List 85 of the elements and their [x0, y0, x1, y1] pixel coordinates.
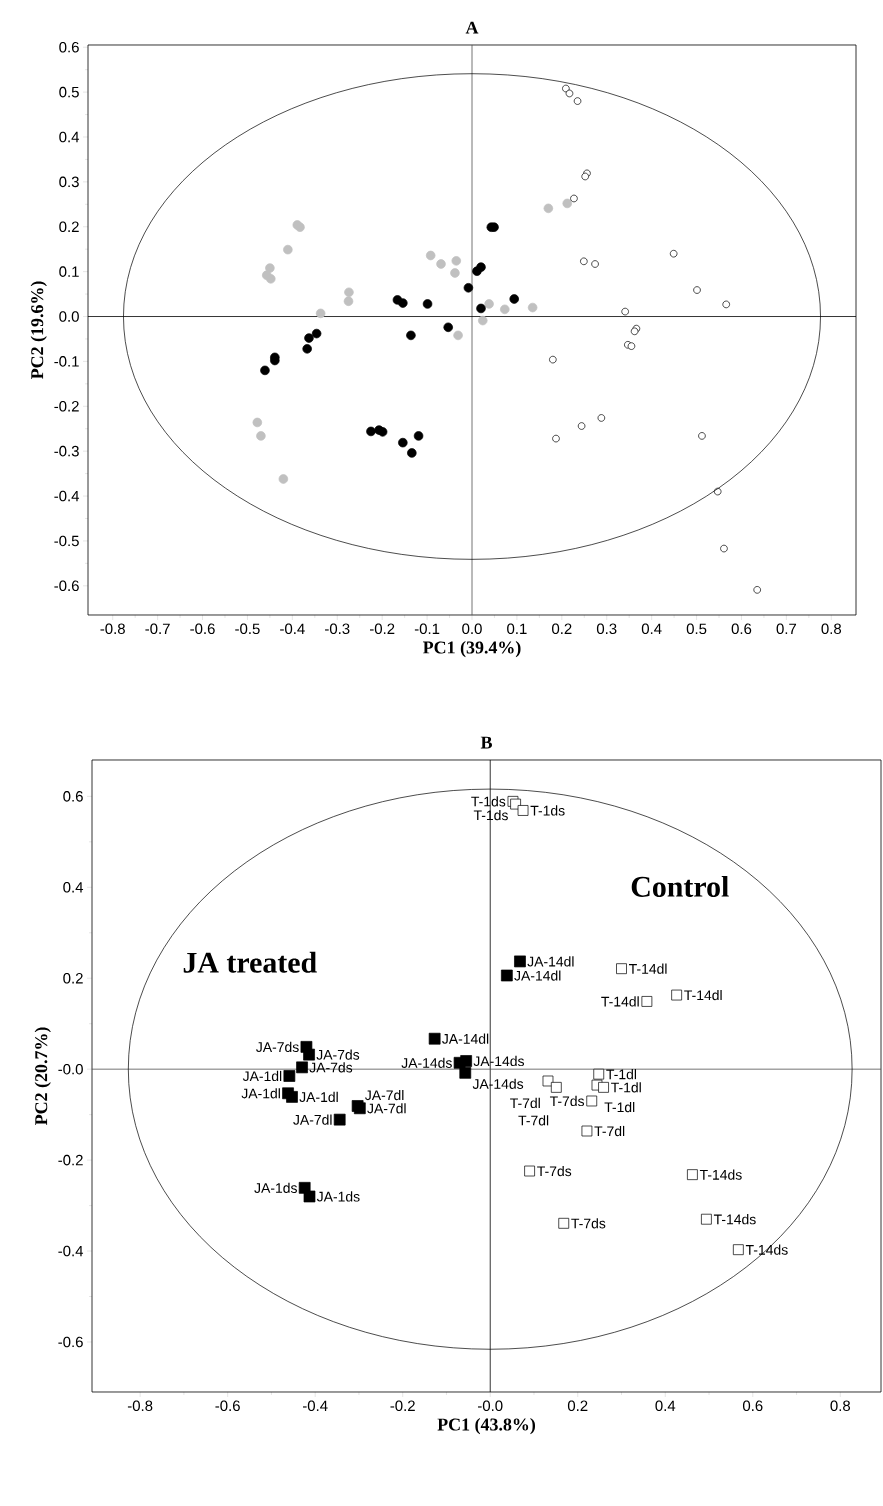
y-tick-label: 0.2 [59, 221, 79, 233]
annotation: JA-7dl [293, 1114, 332, 1125]
annotation: T-14ds [713, 1214, 756, 1225]
annotation: T-14dl [684, 989, 722, 1001]
annotation: T-7dl [518, 1115, 549, 1126]
x-tick-label: 0.2 [567, 1400, 588, 1412]
x-tick-label: 0.0 [462, 623, 482, 635]
y-tick-label: -0.6 [54, 580, 79, 592]
x-tick-label: 0.2 [552, 623, 572, 635]
y-axis-title: PC2 (19.6%) [30, 281, 47, 379]
x-tick-label: -0.2 [390, 1400, 415, 1412]
chart-title: A [465, 21, 479, 34]
x-tick-label: 0.3 [596, 623, 617, 635]
y-tick-label: -0.2 [58, 1154, 83, 1166]
x-tick-label: -0.1 [414, 623, 440, 635]
annotation: T-7ds [549, 1095, 585, 1107]
annotation: JA-7ds [316, 1049, 360, 1060]
annotation: JA-14dl [442, 1033, 489, 1044]
y-tick-label: 0.3 [59, 176, 79, 188]
y-tick-label: 0.4 [63, 882, 84, 893]
annotation: T-14dl [629, 963, 667, 974]
y-tick-label: -0.0 [58, 1063, 83, 1075]
annotation: T-7ds [571, 1218, 606, 1229]
y-tick-label: -0.4 [58, 1245, 84, 1257]
x-tick-label: -0.6 [190, 623, 215, 635]
x-tick-label: -0.8 [127, 1400, 153, 1412]
annotation: JA-7ds [309, 1062, 353, 1073]
x-tick-label: 0.4 [655, 1400, 676, 1412]
annotation: T-14ds [699, 1169, 742, 1180]
y-tick-label: 0.6 [63, 791, 83, 802]
x-tick-label: -0.4 [280, 623, 305, 635]
annotation: JA-7dl [365, 1089, 404, 1101]
x-tick-label: 0.6 [742, 1400, 763, 1412]
annotation: JA-1ds [254, 1182, 297, 1193]
annotation: T-7dl [594, 1125, 625, 1137]
annotation: T-7dl [510, 1097, 540, 1109]
x-tick-label: -0.7 [145, 623, 170, 635]
y-tick-label: -0.1 [54, 356, 79, 367]
annotation: T-14dl [601, 996, 639, 1007]
annotation: T-1dl [611, 1082, 641, 1093]
annotation: JA-1dl [299, 1091, 338, 1103]
annotation: T-1dl [604, 1101, 635, 1113]
x-tick-label: 0.1 [507, 623, 527, 635]
annotation: T-14ds [745, 1244, 788, 1255]
annotation: JA-7ds [256, 1041, 299, 1053]
y-tick-label: -0.5 [54, 535, 79, 547]
x-tick-label: -0.0 [478, 1400, 503, 1412]
y-tick-label: 0.4 [59, 131, 80, 143]
y-tick-label: 0.1 [59, 266, 79, 277]
y-tick-label: -0.6 [58, 1336, 83, 1348]
x-tick-label: 0.5 [686, 623, 707, 635]
x-tick-label: 0.7 [776, 623, 797, 635]
annotation: T-1ds [530, 805, 565, 816]
x-tick-label: 0.4 [641, 623, 662, 635]
x-axis-title: PC1 (39.4%) [423, 640, 521, 658]
x-tick-label: 0.6 [731, 623, 752, 635]
x-tick-label: -0.2 [369, 623, 395, 635]
annotation: T-7ds [537, 1165, 572, 1177]
annotation: JA-14dl [527, 956, 574, 967]
x-tick-label: -0.5 [235, 623, 260, 635]
x-tick-label: -0.3 [325, 623, 350, 635]
x-tick-label: -0.4 [302, 1400, 328, 1412]
y-axis-title: PC2 (20.7%) [34, 1027, 51, 1125]
text: Control [631, 875, 729, 897]
y-tick-label: -0.4 [54, 490, 80, 502]
annotation: JA-14dl [514, 970, 561, 981]
annotation: JA-1ds [316, 1191, 360, 1202]
y-tick-label: 0.5 [59, 86, 79, 98]
chart-title: B [480, 736, 492, 749]
x-tick-label: -0.6 [215, 1400, 240, 1412]
x-tick-label: 0.8 [821, 623, 842, 635]
y-tick-label: 0.6 [59, 41, 79, 53]
annotation: JA-1dl [241, 1088, 280, 1099]
x-tick-label: -0.8 [100, 623, 125, 635]
x-tick-label: 0.8 [830, 1400, 851, 1412]
y-tick-label: -0.3 [54, 445, 79, 457]
text: JA treated [183, 951, 317, 973]
y-tick-label: 0.2 [63, 972, 83, 984]
annotation: JA-14ds [401, 1057, 452, 1068]
annotation: JA-7dl [367, 1103, 406, 1114]
y-tick-label: -0.2 [54, 400, 79, 412]
y-tick-label: 0.0 [59, 311, 79, 322]
annotation: JA-1dl [242, 1070, 282, 1082]
x-axis-title: PC1 (43.8%) [437, 1417, 536, 1435]
annotation: T-1dl [606, 1069, 637, 1080]
